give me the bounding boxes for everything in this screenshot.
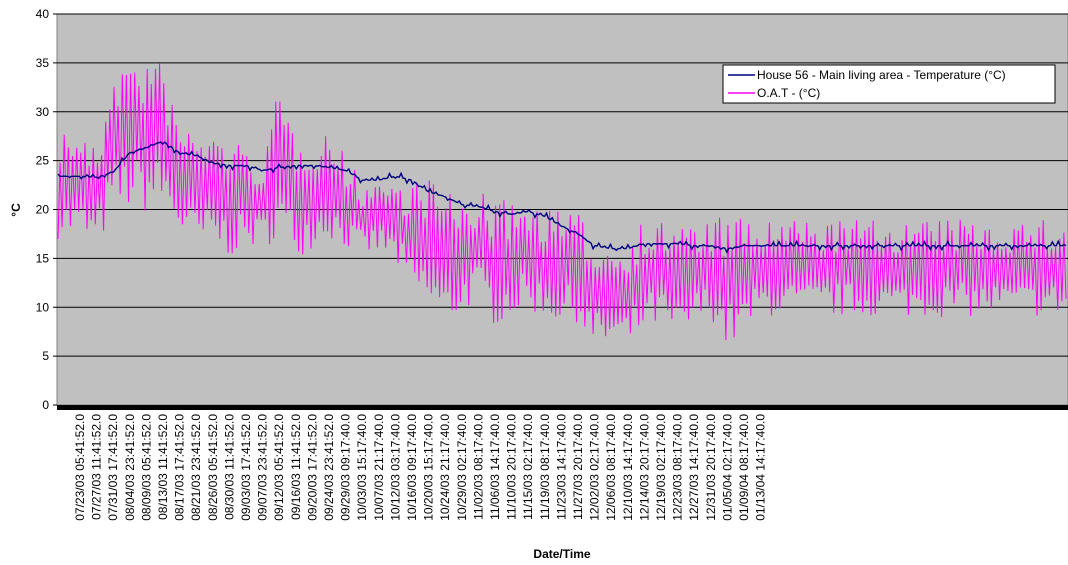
x-tick-label-8: 08/26/03 05:41:52.0 xyxy=(206,414,220,521)
x-tick-label-4: 08/09/03 05:41:52.0 xyxy=(139,414,153,521)
x-tick-label-6: 08/17/03 17:41:52.0 xyxy=(173,414,187,521)
x-axis-ticks: 07/23/03 05:41:52.0 07/27/03 11:41:52.0 07… xyxy=(57,405,1068,521)
x-axis-title: Date/Time xyxy=(533,547,590,561)
x-tick-label-1: 07/27/03 11:41:52.0 xyxy=(90,414,104,520)
x-tick-label-10: 09/03/03 17:41:52.0 xyxy=(239,414,253,521)
series-house-group xyxy=(57,141,1067,254)
x-tick-label-3: 08/04/03 23:41:52.0 xyxy=(123,414,137,521)
legend-label-oat: O.A.T - (°C) xyxy=(757,86,820,100)
x-tick-label-25: 11/06/03 14:17:40.0 xyxy=(488,414,502,520)
x-tick-label-12: 09/12/03 05:41:52.0 xyxy=(272,414,286,521)
y-tick-label-30: 30 xyxy=(36,105,50,119)
x-tick-label-14: 09/20/03 17:41:52.0 xyxy=(305,414,319,521)
x-tick-label-0: 07/23/03 05:41:52.0 xyxy=(73,414,87,521)
x-tick-label-31: 12/02/03 02:17:40.0 xyxy=(588,414,602,521)
x-tick-label-27: 11/15/03 02:17:40.0 xyxy=(521,414,535,520)
x-tick-label-30: 11/27/03 20:17:40.0 xyxy=(571,414,585,520)
x-tick-label-5: 08/13/03 11:41:52.0 xyxy=(156,414,170,520)
y-tick-label-5: 5 xyxy=(42,349,49,363)
series-line-oat xyxy=(57,63,1067,341)
y-axis-title: °C xyxy=(9,203,23,217)
legend-label-house: House 56 - Main living area - Temperatur… xyxy=(757,68,1006,82)
legend: House 56 - Main living area - Temperatur… xyxy=(722,64,1056,104)
y-tick-label-35: 35 xyxy=(36,56,50,70)
y-axis-ticks: 0 5 10 15 20 25 30 35 40 xyxy=(36,7,57,412)
x-tick-label-15: 09/24/03 23:41:52.0 xyxy=(322,414,336,521)
y-tick-label-40: 40 xyxy=(36,7,50,21)
x-tick-label-9: 08/30/03 11:41:52.0 xyxy=(222,414,236,520)
x-tick-label-39: 01/05/04 02:17:40.0 xyxy=(720,414,734,521)
x-tick-label-33: 12/10/03 14:17:40.0 xyxy=(621,414,635,521)
x-tick-label-23: 10/29/03 02:17:40.0 xyxy=(455,414,469,521)
x-tick-label-40: 01/09/04 08:17:40.0 xyxy=(737,414,751,521)
y-tick-label-15: 15 xyxy=(36,251,50,265)
x-tick-label-20: 10/16/03 09:17:40.0 xyxy=(405,414,419,521)
x-tick-label-16: 09/29/03 09:17:40.0 xyxy=(339,414,353,521)
x-tick-label-19: 10/12/03 03:17:40.0 xyxy=(388,414,402,521)
x-tick-label-37: 12/27/03 14:17:40.0 xyxy=(687,414,701,521)
x-tick-label-32: 12/06/03 08:17:40.0 xyxy=(604,414,618,521)
x-tick-label-34: 12/14/03 20:17:40.0 xyxy=(637,414,651,521)
y-tick-label-0: 0 xyxy=(42,398,49,412)
gridlines xyxy=(57,13,1068,357)
x-tick-label-38: 12/31/03 20:17:40.0 xyxy=(704,414,718,521)
y-tick-label-20: 20 xyxy=(36,203,50,217)
x-axis-line xyxy=(57,405,1068,410)
y-tick-label-25: 25 xyxy=(36,154,50,168)
x-tick-label-18: 10/07/03 21:17:40.0 xyxy=(372,414,386,521)
y-tick-label-10: 10 xyxy=(36,300,50,314)
x-tick-label-29: 11/23/03 14:17:40.0 xyxy=(554,414,568,520)
x-tick-label-35: 12/19/03 02:17:40.0 xyxy=(654,414,668,521)
series-oat-group xyxy=(57,63,1067,341)
x-tick-label-11: 09/07/03 23:41:52.0 xyxy=(256,414,270,521)
x-tick-label-13: 09/16/03 11:41:52.0 xyxy=(289,414,303,520)
x-tick-label-7: 08/21/03 23:41:52.0 xyxy=(189,414,203,521)
x-tick-label-24: 11/02/03 08:17:40.0 xyxy=(471,414,485,520)
x-tick-label-36: 12/23/03 08:17:40.0 xyxy=(671,414,685,521)
series-line-house xyxy=(57,141,1067,254)
x-tick-label-2: 07/31/03 17:41:52.0 xyxy=(106,414,120,521)
x-tick-label-22: 10/24/03 21:17:40.0 xyxy=(438,414,452,521)
legend-box xyxy=(722,64,1056,104)
x-tick-label-17: 10/03/03 15:17:40.0 xyxy=(355,414,369,521)
x-tick-label-28: 11/19/03 08:17:40.0 xyxy=(538,414,552,520)
x-tick-label-41: 01/13/04 14:17:40.0 xyxy=(754,414,768,521)
x-tick-label-26: 11/10/03 20:17:40.0 xyxy=(505,414,519,520)
x-tick-label-21: 10/20/03 15:17:40.0 xyxy=(422,414,436,521)
